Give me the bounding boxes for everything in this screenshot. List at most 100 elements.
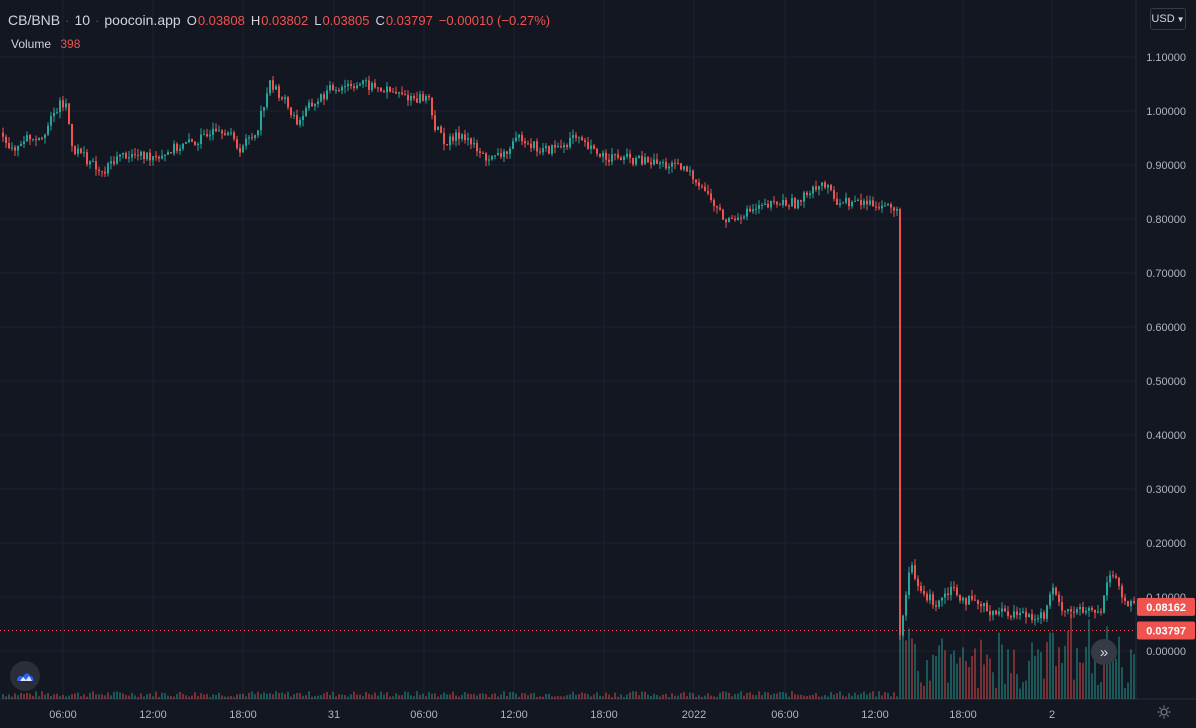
volume-bar xyxy=(89,692,91,699)
volume-bar xyxy=(134,695,136,699)
candle-body xyxy=(389,86,391,92)
candle-body xyxy=(188,139,190,143)
candle-body xyxy=(167,152,169,155)
candle-body xyxy=(518,134,520,138)
current-close-tag-label: 0.03797 xyxy=(1146,625,1186,637)
candle-body xyxy=(17,146,19,151)
candle-body xyxy=(1073,611,1075,613)
volume-bar xyxy=(122,693,124,699)
candle-body xyxy=(548,146,550,154)
candle-body xyxy=(686,166,688,172)
candle-body xyxy=(242,145,244,153)
candle-body xyxy=(269,80,271,94)
candle-body xyxy=(59,100,61,113)
volume-bar xyxy=(908,628,910,699)
volume-bar xyxy=(14,693,16,699)
symbol-label[interactable]: CB/BNB xyxy=(8,12,61,28)
candle-body xyxy=(272,80,274,90)
volume-bar xyxy=(953,650,955,699)
candle-body xyxy=(929,594,931,601)
volume-bar xyxy=(806,696,808,699)
gear-icon[interactable] xyxy=(1157,705,1171,719)
volume-bar xyxy=(1073,679,1075,699)
volume-bar xyxy=(740,691,742,699)
volume-bar xyxy=(146,694,148,699)
volume-bar xyxy=(935,656,937,699)
candle-body xyxy=(746,208,748,217)
candle-body xyxy=(908,572,910,595)
candle-body xyxy=(428,96,430,98)
tradingview-logo-icon[interactable] xyxy=(10,661,40,691)
candle-body xyxy=(617,154,619,158)
candle-body xyxy=(749,208,751,212)
volume-bar xyxy=(854,692,856,699)
candle-body xyxy=(641,155,643,165)
volume-bar xyxy=(938,645,940,699)
candle-body xyxy=(467,138,469,140)
candle-body xyxy=(377,87,379,89)
volume-bar xyxy=(503,691,505,699)
volume-bar xyxy=(542,696,544,699)
volume-bar xyxy=(863,691,865,699)
candle-body xyxy=(527,143,529,145)
currency-button[interactable]: USD ▼ xyxy=(1150,8,1186,30)
candle-body xyxy=(398,92,400,94)
candle-body xyxy=(911,565,913,573)
volume-bar xyxy=(86,696,88,699)
candle-body xyxy=(920,586,922,592)
volume-bar xyxy=(689,692,691,699)
candle-body xyxy=(44,134,46,139)
candle-body xyxy=(980,604,982,607)
volume-bar xyxy=(743,695,745,699)
candle-body xyxy=(491,156,493,160)
interval-label[interactable]: 10 xyxy=(74,12,91,28)
candle-body xyxy=(1049,594,1051,606)
candle-body xyxy=(140,151,142,156)
candle-body xyxy=(926,593,928,601)
volume-bar xyxy=(464,692,466,699)
volume-bar xyxy=(47,692,49,699)
candle-body xyxy=(731,217,733,219)
volume-bar xyxy=(284,693,286,699)
volume-bar xyxy=(749,692,751,699)
volume-bar xyxy=(701,696,703,699)
volume-bar xyxy=(1076,648,1078,699)
volume-bar xyxy=(1052,632,1054,699)
candle-body xyxy=(320,94,322,102)
volume-bar xyxy=(1019,688,1021,699)
scroll-to-realtime-icon[interactable]: » xyxy=(1091,639,1117,665)
volume-bar xyxy=(716,696,718,699)
volume-bar xyxy=(53,694,55,699)
volume-bar xyxy=(95,694,97,699)
candle-body xyxy=(1037,618,1039,620)
volume-bar xyxy=(320,695,322,699)
candle-body xyxy=(14,147,16,151)
volume-bar xyxy=(98,694,100,699)
candle-body xyxy=(677,163,679,165)
volume-bar xyxy=(575,694,577,699)
volume-bar xyxy=(353,691,355,699)
volume-bar xyxy=(299,692,301,699)
candle-body xyxy=(278,86,280,98)
candle-body xyxy=(1046,605,1048,619)
volume-bar xyxy=(1016,674,1018,699)
volume-bar xyxy=(467,693,469,699)
candle-body xyxy=(80,148,82,153)
volume-bar xyxy=(17,695,19,699)
candle-body xyxy=(29,135,31,140)
volume-bar xyxy=(782,691,784,699)
candle-body xyxy=(449,136,451,146)
volume-bar xyxy=(1028,660,1030,699)
candle-body xyxy=(872,200,874,207)
volume-bar xyxy=(50,695,52,699)
volume-bar xyxy=(434,693,436,699)
volume-bar xyxy=(554,696,556,699)
candle-body xyxy=(1112,575,1114,577)
candle-body xyxy=(896,209,898,211)
volume-bar xyxy=(44,694,46,699)
candle-body xyxy=(773,200,775,202)
volume-bar xyxy=(278,693,280,699)
volume-bar xyxy=(446,694,448,699)
